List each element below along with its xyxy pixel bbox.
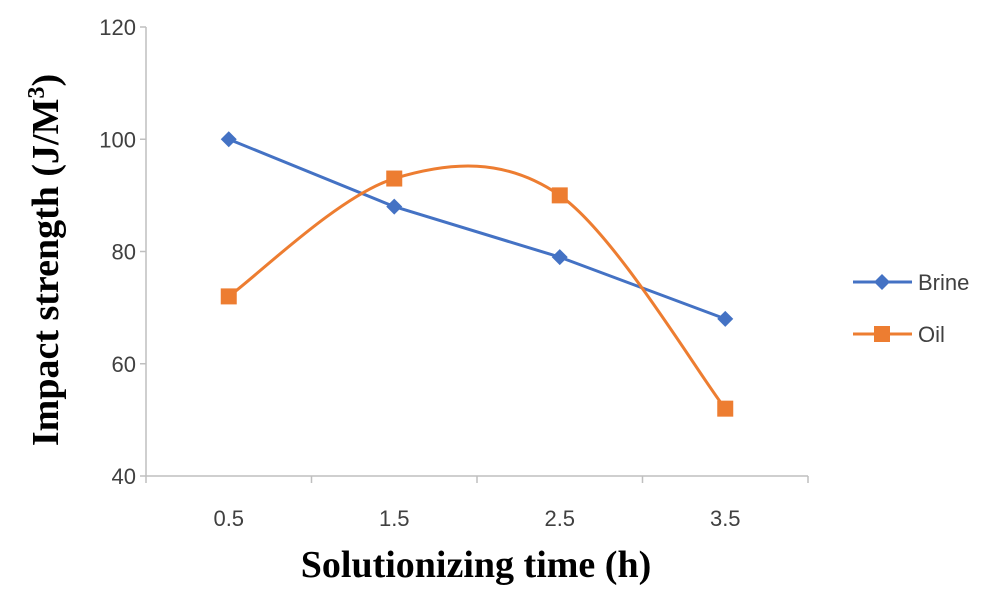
x-tick-label: 1.5 — [379, 506, 410, 531]
legend-item-brine: Brine — [853, 270, 969, 295]
data-point-oil — [386, 170, 403, 187]
y-axis-title-superscript: 3 — [24, 87, 50, 99]
plot-area: 40 60 80 100 120 0.5 1.5 2.5 3.5 — [99, 15, 809, 531]
data-point-oil — [551, 187, 568, 204]
data-point-brine — [386, 198, 403, 215]
series-layer — [220, 131, 734, 417]
x-tick-label: 2.5 — [544, 506, 575, 531]
y-tick-label: 120 — [99, 15, 136, 40]
legend-item-oil: Oil — [853, 322, 945, 347]
x-axis-ticks: 0.5 1.5 2.5 3.5 — [145, 476, 809, 531]
y-axis-ticks: 40 60 80 100 120 — [99, 15, 146, 489]
data-point-brine — [717, 310, 734, 327]
series-line-oil — [227, 164, 727, 411]
series-oil — [220, 164, 734, 417]
data-point-brine — [220, 131, 237, 148]
y-tick-label: 40 — [112, 464, 136, 489]
legend-swatch-marker — [874, 326, 890, 342]
y-tick-label: 80 — [112, 240, 136, 265]
legend-swatch-marker — [874, 274, 890, 290]
data-point-oil — [717, 400, 734, 417]
y-axis-title-main: Impact strength (J/M — [25, 99, 67, 447]
data-point-oil — [220, 288, 237, 305]
x-axis-title: Solutionizing time (h) — [301, 544, 651, 586]
legend-label: Brine — [918, 270, 969, 295]
x-tick-label: 0.5 — [213, 506, 244, 531]
y-tick-label: 100 — [99, 127, 136, 152]
x-tick-label: 3.5 — [710, 506, 741, 531]
data-point-brine — [551, 249, 568, 266]
series-brine — [220, 131, 734, 327]
y-axis-title-close: ) — [25, 74, 67, 87]
y-tick-label: 60 — [112, 352, 136, 377]
y-axis-title: Impact strength (J/M3) — [24, 74, 67, 446]
legend: Brine Oil — [853, 270, 969, 347]
legend-label: Oil — [918, 322, 945, 347]
